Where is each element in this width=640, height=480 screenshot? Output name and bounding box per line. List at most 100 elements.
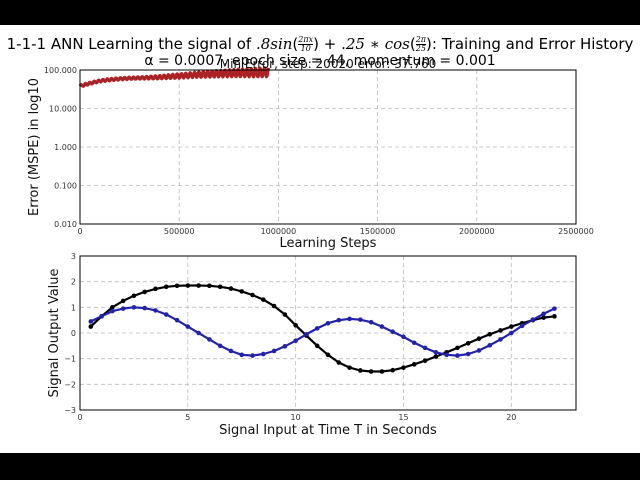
data-point-marker [347,316,352,322]
data-point-marker [217,343,223,349]
data-point-marker [498,328,503,333]
data-point-marker [487,331,493,337]
data-point-marker [131,293,137,299]
data-point-marker [250,353,255,358]
signal-plot-frame [79,255,577,411]
signal-plot [79,255,577,411]
data-point-marker [465,351,471,357]
plots-svg: 0.010 0.100 1.000 10.000 100.000 0 500000 10000… [27,57,594,438]
data-point-marker [163,284,169,290]
data-point-marker [120,306,126,311]
y-tick-label: 2 [71,278,76,287]
data-point-marker [196,283,201,288]
data-point-marker [455,345,460,351]
y-tick-label: 100.000 [44,66,77,75]
data-point-marker [336,360,342,365]
data-point-marker [476,348,482,353]
data-point-marker [217,284,223,290]
x-tick-label: 0 [77,227,82,236]
data-point-marker [422,358,428,364]
data-point-marker [110,305,115,310]
data-point-marker [282,312,288,317]
title-prefix: 1-1-1 ANN Learning the signal of [6,35,256,53]
data-point-marker [153,308,158,313]
data-point-marker [530,317,536,322]
data-point-marker [455,353,460,358]
x-tick-label: 0 [77,413,82,422]
x-tick-label: 2000000 [459,227,495,236]
y-axis-label: Signal Output Value [47,268,62,397]
data-point-marker [390,367,395,373]
data-point-marker [110,308,115,314]
data-point-marker [336,317,342,323]
y-tick-label: 3 [71,252,76,261]
data-point-marker [271,303,277,309]
data-point-marker [228,348,234,354]
x-tick-label: 500000 [164,227,195,236]
data-point-marker [120,298,126,304]
data-point-marker [552,306,557,311]
data-point-marker [465,340,471,346]
data-point-marker [358,317,363,322]
data-point-marker [498,337,503,342]
data-point-marker [541,315,546,320]
x-tick-label: 1000000 [261,227,297,236]
data-point-marker [368,319,374,325]
error-markers [79,66,269,87]
data-point-marker [509,330,514,336]
error-plot [78,66,577,225]
data-point-marker [368,369,374,374]
data-point-marker [163,312,169,317]
data-point-marker [261,351,266,357]
data-point-marker [239,352,245,358]
x-tick-label: 20 [506,413,516,422]
data-point-marker [476,336,482,341]
figure-subtitle: α = 0.0007, epoch size = 44, momentum = … [144,53,496,69]
data-point-marker [379,324,385,329]
data-point-marker [358,368,363,373]
data-point-marker [261,297,266,302]
data-point-marker [293,323,298,328]
data-point-marker [314,343,320,349]
x-tick-label: 10 [291,413,301,422]
data-point-marker [314,326,320,331]
data-point-marker [552,314,557,319]
data-point-marker [174,283,180,289]
data-point-marker [390,329,395,335]
data-point-marker [422,345,428,351]
data-point-marker [207,337,212,342]
data-point-marker [325,320,331,326]
data-point-marker [347,365,352,370]
data-point-marker [99,314,104,319]
data-point-marker [185,324,191,329]
data-point-marker [88,324,94,329]
data-point-marker [444,352,449,358]
data-point-marker [401,365,406,370]
data-point-marker [153,286,158,292]
data-point-marker [174,317,180,323]
data-point-marker [185,283,191,288]
x-tick-label: 2500000 [558,227,594,236]
data-point-marker [411,340,417,346]
data-point-marker [509,324,514,329]
data-point-marker [304,331,309,337]
data-point-marker [541,311,546,317]
y-tick-label: 10.000 [49,105,77,114]
data-point-marker [207,283,212,289]
x-axis-label: Learning Steps [280,236,377,251]
data-point-marker [433,349,439,355]
data-point-marker [487,343,493,348]
y-tick-label: 0.100 [54,182,77,191]
x-axis-label: Signal Input at Time T in Seconds [219,423,437,438]
data-point-marker [271,348,277,354]
y-tick-label: 0 [71,329,76,338]
data-point-marker [411,362,417,367]
data-point-marker [196,330,201,336]
data-point-marker [325,352,331,358]
figure-title: 1-1-1 ANN Learning the signal of .8sin(2… [6,35,634,53]
data-point-marker [88,319,94,324]
data-point-marker [131,305,137,310]
figure-canvas: 1-1-1 ANN Learning the signal of .8sin(2… [0,25,640,453]
y-tick-label: 0.010 [54,220,77,229]
x-tick-label: 1500000 [360,227,396,236]
